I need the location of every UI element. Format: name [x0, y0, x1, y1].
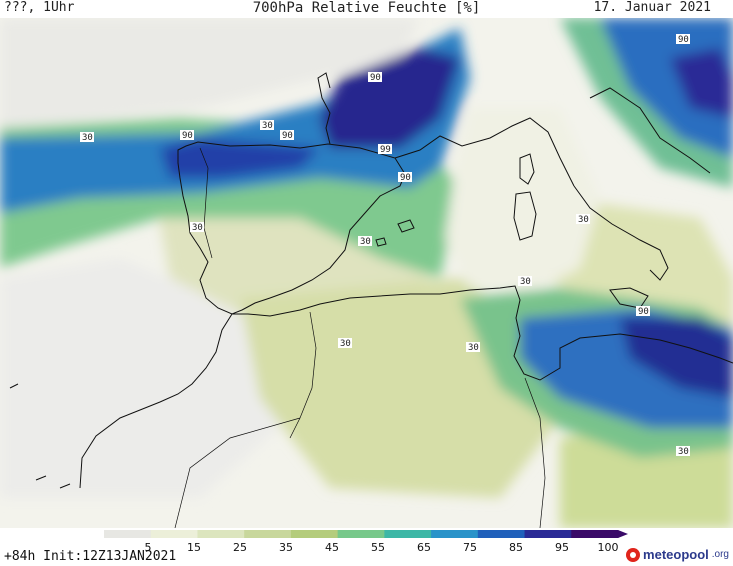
colorbar-tick-label: 85: [509, 541, 523, 554]
colorbar-segment: [104, 530, 152, 538]
contour-label-c: 30: [260, 120, 274, 131]
contour-label-l: 30: [518, 276, 532, 287]
contour-label-g: 90: [398, 172, 412, 183]
colorbar-segment: [197, 530, 245, 538]
colorbar-segment: [290, 530, 339, 538]
field-core-northeast: [670, 48, 733, 118]
svg-text:90: 90: [282, 131, 293, 141]
border-algeria-libya: [524, 377, 546, 528]
field-dry-west: [0, 18, 420, 128]
svg-text:30: 30: [340, 339, 351, 349]
forecast-date: 17. Januar 2021: [593, 0, 711, 15]
contour-label-b: 90: [180, 130, 194, 141]
colorbar-tick-label: 75: [463, 541, 477, 554]
colorbar-tick-label: 65: [417, 541, 431, 554]
colorbar-segment: [477, 530, 526, 538]
colorbar-segment: [524, 530, 572, 538]
field-dry-med: [445, 108, 600, 288]
contour-label-o: 30: [466, 342, 480, 353]
colorbar-tick-label: 95: [555, 541, 569, 554]
colorbar-segment: [431, 530, 479, 538]
contour-label-p: 30: [676, 446, 690, 457]
svg-text:90: 90: [370, 73, 381, 83]
contour-label-i: 30: [358, 236, 372, 247]
svg-text:30: 30: [192, 223, 203, 233]
svg-text:30: 30: [468, 343, 479, 353]
coastline-france: [317, 72, 575, 187]
contour-label-e: 90: [368, 72, 382, 83]
brand-name: meteopool: [643, 547, 709, 562]
colorbar-tick-label: 25: [233, 541, 247, 554]
svg-text:90: 90: [678, 35, 689, 45]
field-dry-atlantic: [0, 258, 300, 498]
colorbar: [104, 530, 628, 538]
svg-text:30: 30: [678, 447, 689, 457]
coastline-iberia: [177, 141, 406, 315]
border-morocco-algeria: [174, 311, 317, 528]
colorbar-tick-label: 45: [325, 541, 339, 554]
colorbar-segment: [571, 530, 619, 538]
coastline-italy: [573, 87, 711, 281]
coastline-balearics: [375, 219, 415, 247]
contour-label-a: 30: [80, 132, 94, 143]
svg-text:99: 99: [380, 145, 391, 155]
border-iberia: [199, 147, 213, 259]
svg-text:30: 30: [262, 121, 273, 131]
coastline-sicily: [609, 287, 649, 309]
contour-label-n: 90: [636, 306, 650, 317]
run-info: +84h Init:12Z13JAN2021: [4, 549, 177, 564]
brand-logo: meteopool .org: [626, 547, 729, 562]
colorbar-segment: [244, 530, 292, 538]
svg-text:90: 90: [400, 173, 411, 183]
field-core-biscay: [320, 48, 460, 148]
svg-text:30: 30: [360, 237, 371, 247]
contour-label-d: 90: [280, 130, 294, 141]
contour-label-m: 30: [338, 338, 352, 349]
map-title: 700hPa Relative Feuchte [%]: [252, 0, 481, 16]
svg-text:90: 90: [638, 307, 649, 317]
svg-text:90: 90: [182, 131, 193, 141]
contour-label-f: 99: [378, 144, 392, 155]
colorbar-tick-label: 100: [597, 541, 619, 554]
brand-tld: .org: [711, 549, 729, 560]
contour-label-k: 30: [576, 214, 590, 225]
svg-text:30: 30: [578, 215, 589, 225]
contour-label-h: 30: [190, 222, 204, 233]
colorbar-tick-label: 35: [279, 541, 293, 554]
svg-text:30: 30: [520, 277, 531, 287]
brand-icon: [626, 547, 641, 562]
coastline-africa: [79, 285, 733, 489]
colorbar-segment: [337, 530, 385, 538]
colorbar-extension-arrow: [618, 530, 628, 538]
forecast-time-label: ???, 1Uhr: [4, 0, 75, 15]
field-blue-band: [0, 28, 470, 213]
coastline-corsica-sardinia: [513, 153, 537, 241]
contour-label-j: 90: [676, 34, 690, 45]
colorbar-segment: [150, 530, 198, 538]
coastline-canaries: [9, 383, 71, 489]
svg-text:30: 30: [82, 133, 93, 143]
colorbar-tick-label: 5: [144, 541, 152, 554]
humidity-map: 30 90 30 90 90 99 90 30 30 90 30 30 30 9…: [0, 18, 733, 528]
colorbar-segment: [384, 530, 432, 538]
colorbar-tick-label: 15: [187, 541, 201, 554]
colorbar-tick-label: 55: [371, 541, 385, 554]
